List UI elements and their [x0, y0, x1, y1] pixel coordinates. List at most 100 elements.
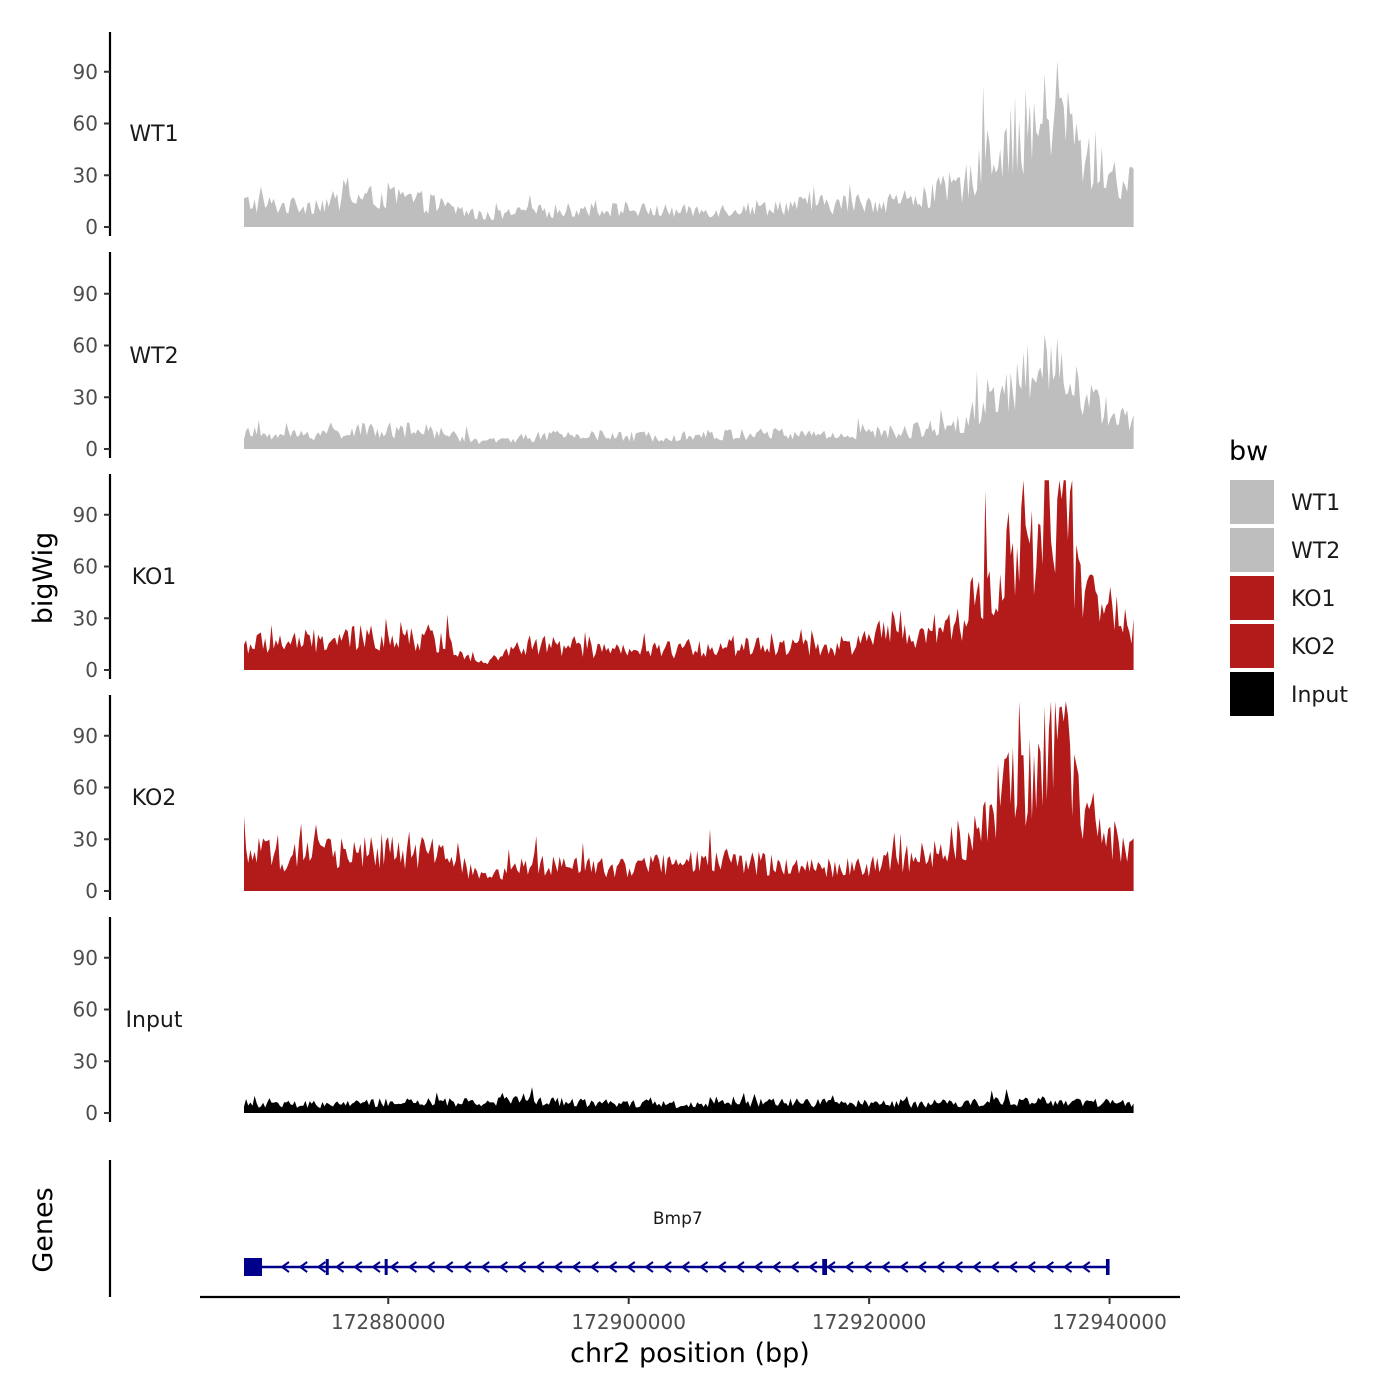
legend-swatch — [1230, 624, 1274, 668]
y-tick-label: 30 — [73, 385, 98, 409]
signal-area-input — [244, 1087, 1134, 1113]
y-tick-label: 60 — [73, 776, 98, 800]
y-tick-label: 30 — [73, 606, 98, 630]
track-label: WT1 — [129, 122, 178, 147]
track-label: Input — [126, 1008, 183, 1033]
strand-arrow — [462, 1261, 472, 1273]
strand-arrow — [771, 1261, 781, 1273]
legend-swatch — [1230, 672, 1274, 716]
strand-arrow — [662, 1261, 672, 1273]
genes-panel: Bmp7 — [108, 1160, 1110, 1297]
y-tick-label: 60 — [73, 555, 98, 579]
strand-arrow — [935, 1261, 945, 1273]
strand-arrow — [953, 1261, 963, 1273]
y-tick-label: 0 — [85, 1101, 98, 1125]
track-ko2: 0 30 60 90 KO2 — [73, 695, 1134, 903]
strand-arrow — [826, 1261, 836, 1273]
y-tick-label: 0 — [85, 879, 98, 903]
strand-arrow — [480, 1261, 490, 1273]
y-tick-label: 90 — [73, 282, 98, 306]
legend-label: Input — [1291, 683, 1348, 708]
y-tick-label: 90 — [73, 503, 98, 527]
legend-swatch — [1230, 528, 1274, 572]
y-tick-label: 60 — [73, 334, 98, 358]
signal-area-ko2 — [244, 701, 1134, 891]
strand-arrow — [280, 1261, 290, 1273]
y-tick-label: 90 — [73, 946, 98, 970]
x-tick-label: 172900000 — [571, 1310, 686, 1334]
strand-arrow — [607, 1261, 618, 1273]
strand-arrow — [571, 1261, 581, 1273]
signal-area-ko1 — [244, 480, 1134, 670]
strand-arrow — [334, 1261, 345, 1273]
strand-arrow — [516, 1261, 527, 1273]
x-axis-title: chr2 position (bp) — [570, 1338, 810, 1369]
y-axis-title: bigWig — [28, 532, 59, 625]
exon — [325, 1259, 329, 1275]
track-label: WT2 — [129, 344, 178, 369]
strand-arrow — [680, 1261, 690, 1273]
legend-title: bw — [1229, 436, 1268, 467]
signal-area-wt1 — [244, 60, 1134, 227]
y-tick-label: 0 — [85, 437, 98, 461]
x-tick-label: 172940000 — [1052, 1310, 1167, 1334]
legend-label: KO1 — [1291, 587, 1336, 612]
track-wt1: 0 30 60 90 WT1 — [73, 32, 1134, 239]
legend-label: WT1 — [1291, 491, 1340, 516]
legend: bw WT1 WT2 KO1 KO2 Input — [1229, 436, 1348, 716]
signal-tracks: 0 30 60 90 WT1 0 30 60 90 WT2 0 30 60 90 KO1 0 30 60 90 KO2… — [73, 32, 1134, 1125]
legend-item-input: Input — [1230, 672, 1348, 716]
strand-arrow — [444, 1261, 454, 1273]
strand-arrow — [644, 1261, 654, 1273]
track-label: KO2 — [132, 786, 177, 811]
track-wt2: 0 30 60 90 WT2 — [73, 252, 1134, 461]
strand-arrow — [1008, 1261, 1018, 1273]
strand-arrow — [298, 1261, 308, 1273]
x-tick-label: 172880000 — [331, 1310, 446, 1334]
strand-arrow — [971, 1261, 982, 1273]
strand-arrow — [389, 1261, 399, 1273]
legend-item-ko2: KO2 — [1230, 624, 1336, 668]
y-tick-label: 60 — [73, 112, 98, 136]
strand-arrow — [1062, 1261, 1073, 1273]
strand-arrow — [1044, 1261, 1054, 1273]
strand-arrow — [917, 1261, 927, 1273]
y-tick-label: 90 — [73, 60, 98, 84]
signal-area-wt2 — [244, 334, 1134, 449]
strand-arrow — [353, 1261, 363, 1273]
strand-arrow — [316, 1261, 326, 1273]
strand-arrow — [717, 1261, 727, 1273]
y-tick-label: 30 — [73, 163, 98, 187]
strand-arrow — [407, 1261, 417, 1273]
strand-arrow — [899, 1261, 909, 1273]
track-ko1: 0 30 60 90 KO1 — [73, 474, 1134, 682]
strand-arrow — [789, 1261, 800, 1273]
y-tick-label: 0 — [85, 215, 98, 239]
strand-arrow — [735, 1261, 745, 1273]
x-axis: 172880000 172900000 172920000 172940000 — [200, 1295, 1180, 1334]
genes-axis-title: Genes — [28, 1187, 59, 1272]
gene-bmp7: Bmp7 — [244, 1209, 1110, 1276]
exon — [822, 1259, 828, 1275]
strand-arrow — [880, 1261, 891, 1273]
exon — [244, 1258, 263, 1276]
strand-arrow — [535, 1261, 545, 1273]
strand-arrow — [553, 1261, 563, 1273]
legend-swatch — [1230, 480, 1274, 524]
strand-arrow — [626, 1261, 636, 1273]
strand-arrow — [589, 1261, 599, 1273]
y-tick-label: 90 — [73, 724, 98, 748]
strand-arrow — [862, 1261, 872, 1273]
track-input: 0 30 60 90 Input — [73, 917, 1134, 1125]
strand-arrow — [1081, 1261, 1091, 1273]
legend-item-wt1: WT1 — [1230, 480, 1340, 524]
legend-swatch — [1230, 576, 1274, 620]
y-tick-label: 60 — [73, 998, 98, 1022]
strand-arrow — [1026, 1261, 1036, 1273]
strand-arrow — [371, 1261, 381, 1273]
y-tick-label: 30 — [73, 1049, 98, 1073]
gene-label: Bmp7 — [653, 1209, 703, 1229]
strand-arrow — [498, 1261, 508, 1273]
